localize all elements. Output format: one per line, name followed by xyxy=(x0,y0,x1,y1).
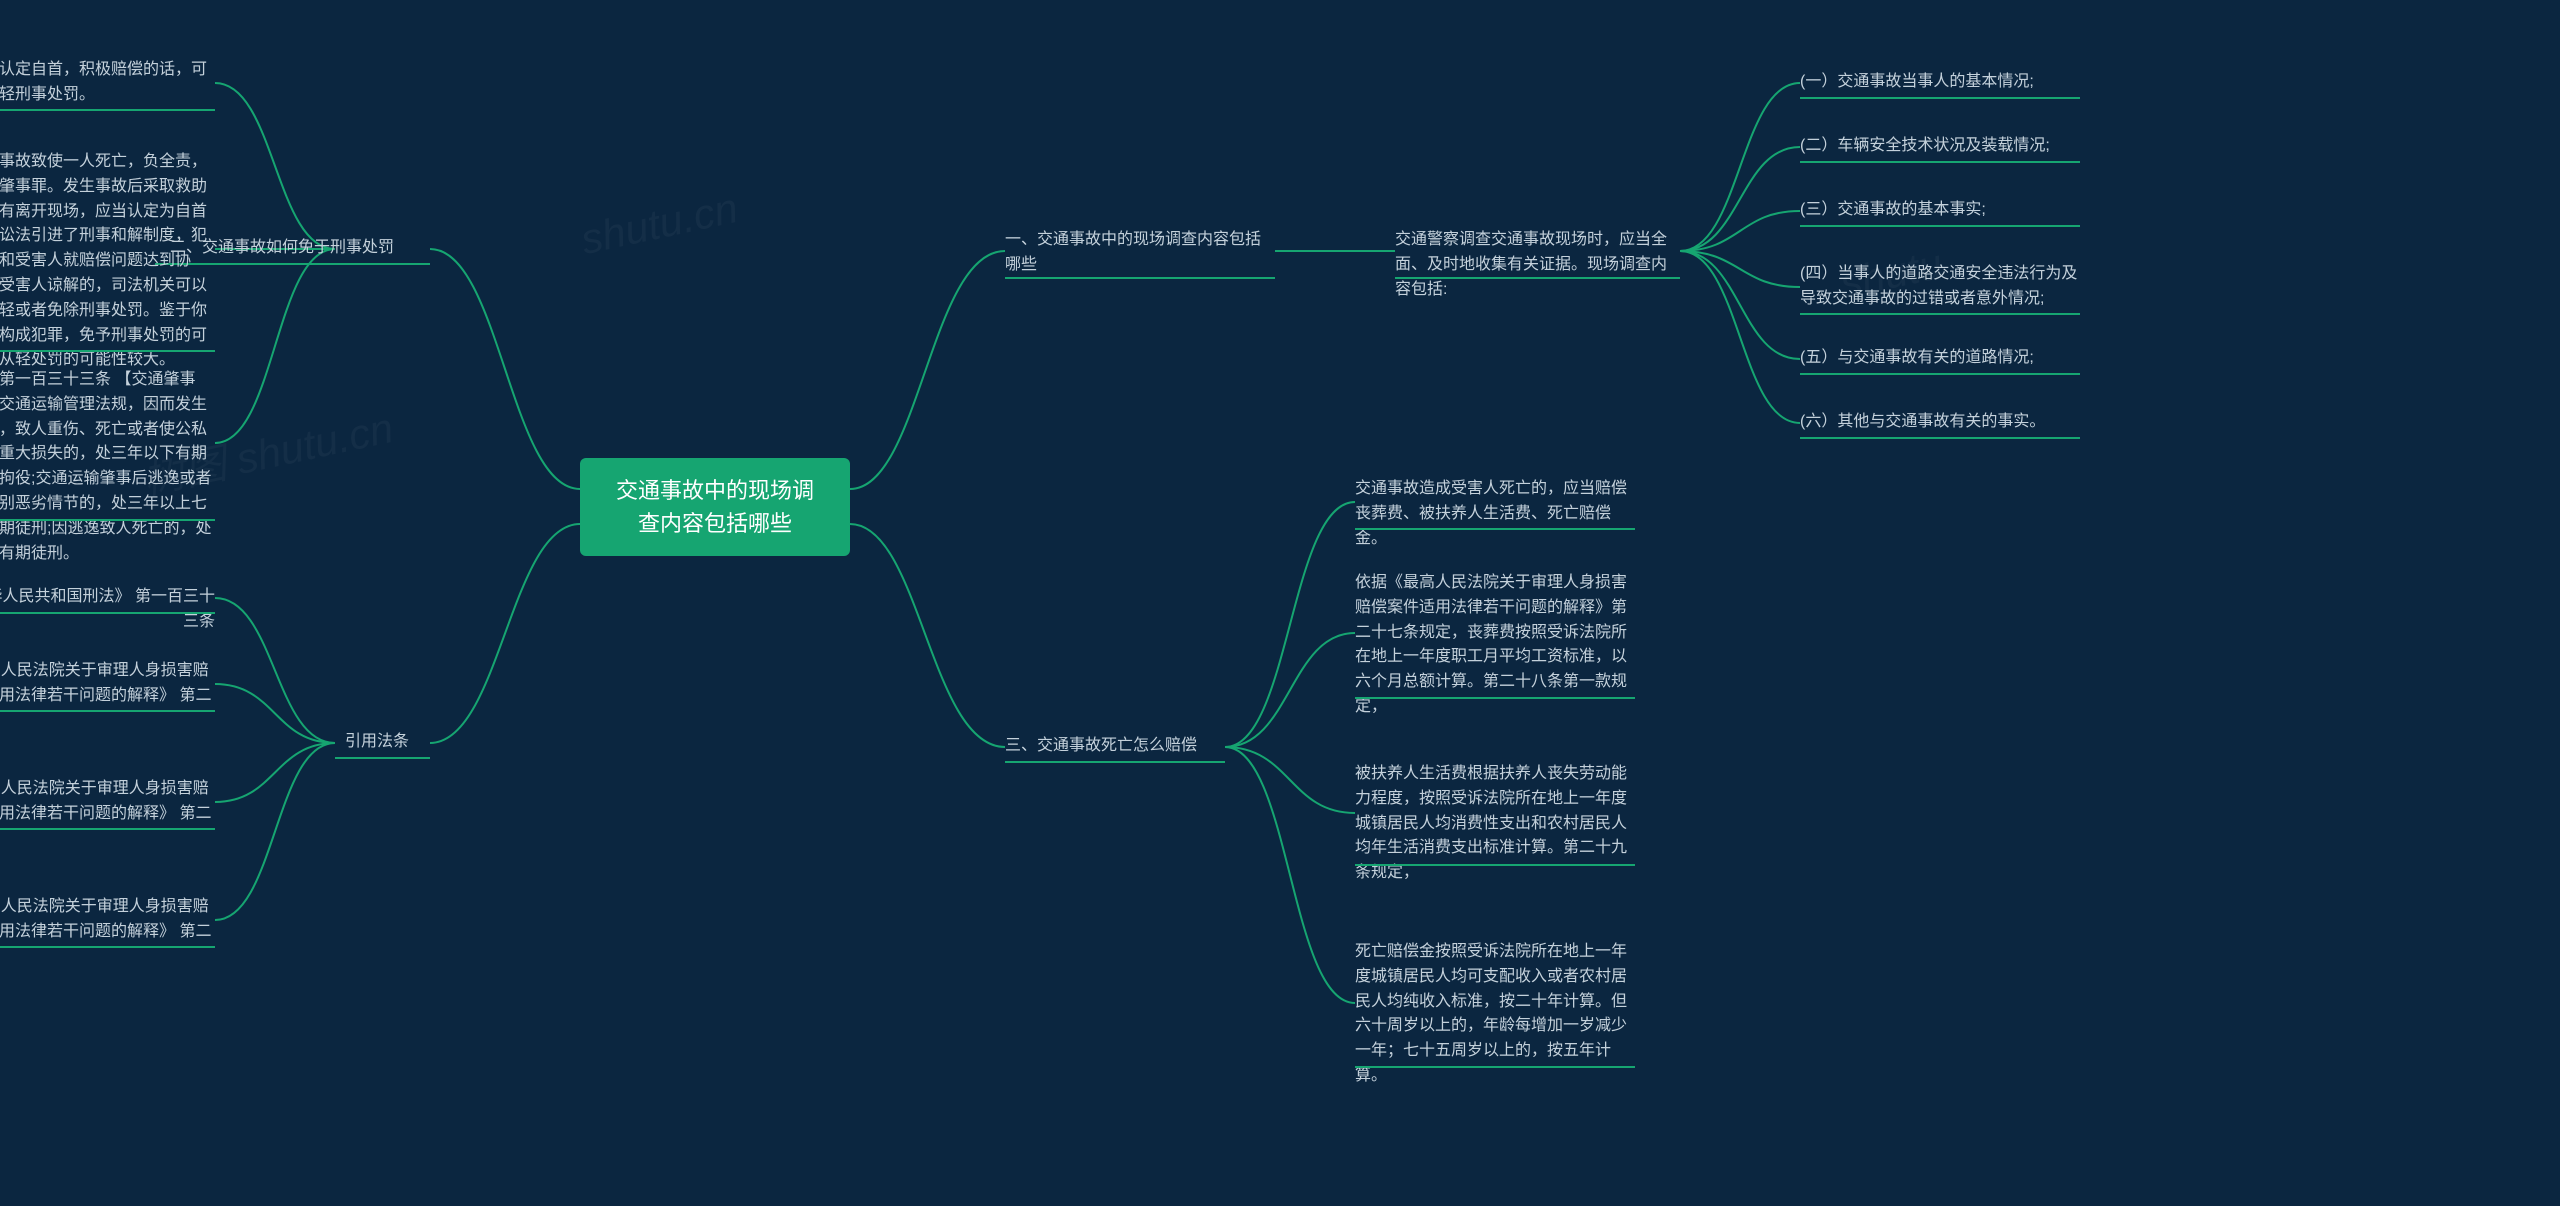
l2-leaf-3: [4]《最高人民法院关于审理人身损害赔偿案件适用法律若干问题的解释》 第二十九条 xyxy=(0,895,215,969)
underline xyxy=(0,710,215,712)
branch-l2-underline xyxy=(335,757,430,759)
l2-leaf-2: [3]《最高人民法院关于审理人身损害赔偿案件适用法律若干问题的解释》 第二十八条 xyxy=(0,777,215,851)
underline xyxy=(1355,528,1635,530)
underline xyxy=(1800,373,2080,375)
l2-leaf-0: [1]《中华人民共和国刑法》 第一百三十三条 xyxy=(0,585,215,635)
r1-leaf-5: (六）其他与交通事故有关的事实。 xyxy=(1800,410,2080,435)
underline xyxy=(1800,97,2080,99)
underline xyxy=(0,612,215,614)
r1-leaf-4: (五）与交通事故有关的道路情况; xyxy=(1800,346,2080,371)
underline xyxy=(0,828,215,830)
underline xyxy=(1800,225,2080,227)
underline xyxy=(0,946,215,948)
r2-leaf-0: 交通事故造成受害人死亡的，应当赔偿丧葬费、被扶养人生活费、死亡赔偿金。 xyxy=(1355,477,1635,551)
underline xyxy=(1355,864,1635,866)
branch-r2-underline xyxy=(1005,761,1225,763)
root-node: 交通事故中的现场调查内容包括哪些 xyxy=(580,458,850,556)
watermark: shutu.cn xyxy=(577,184,742,264)
l1-leaf-0: 如果可以认定自首，积极赔偿的话，可以争取减轻刑事处罚。 xyxy=(0,58,215,108)
connector-svg xyxy=(0,0,2560,1206)
underline xyxy=(0,109,215,111)
underline xyxy=(1800,161,2080,163)
r2-leaf-2: 被扶养人生活费根据扶养人丧失劳动能力程度，按照受诉法院所在地上一年度城镇居民人均… xyxy=(1355,762,1635,886)
underline xyxy=(0,519,215,521)
branch-r1: 一、交通事故中的现场调查内容包括哪些 xyxy=(1005,228,1275,278)
l1-leaf-1: 发生交通事故致使一人死亡，负全责，构成交通肇事罪。发生事故后采取救助行为，没有离… xyxy=(0,150,215,373)
branch-r1-child-underline xyxy=(1395,277,1680,279)
underline xyxy=(0,350,215,352)
underline xyxy=(1355,1066,1635,1068)
branch-r1-underline xyxy=(1005,277,1275,279)
r1-leaf-2: (三）交通事故的基本事实; xyxy=(1800,198,2080,223)
r1-leaf-0: (一）交通事故当事人的基本情况; xyxy=(1800,70,2080,95)
branch-r2: 三、交通事故死亡怎么赔偿 xyxy=(1005,734,1225,759)
underline xyxy=(1800,313,2080,315)
r1-leaf-1: (二）车辆安全技术状况及装载情况; xyxy=(1800,134,2080,159)
underline xyxy=(1800,437,2080,439)
underline xyxy=(1355,697,1635,699)
branch-l2: 引用法条 xyxy=(345,730,430,755)
l1-leaf-2: 《刑法》第一百三十三条 【交通肇事罪】违反交通运输管理法规，因而发生重大事故，致… xyxy=(0,368,215,566)
r1-leaf-3: (四）当事人的道路交通安全违法行为及导致交通事故的过错或者意外情况; xyxy=(1800,262,2080,312)
branch-r1-child: 交通警察调查交通事故现场时，应当全面、及时地收集有关证据。现场调查内容包括: xyxy=(1395,228,1680,302)
l2-leaf-1: [2]《最高人民法院关于审理人身损害赔偿案件适用法律若干问题的解释》 第二十七条 xyxy=(0,659,215,733)
